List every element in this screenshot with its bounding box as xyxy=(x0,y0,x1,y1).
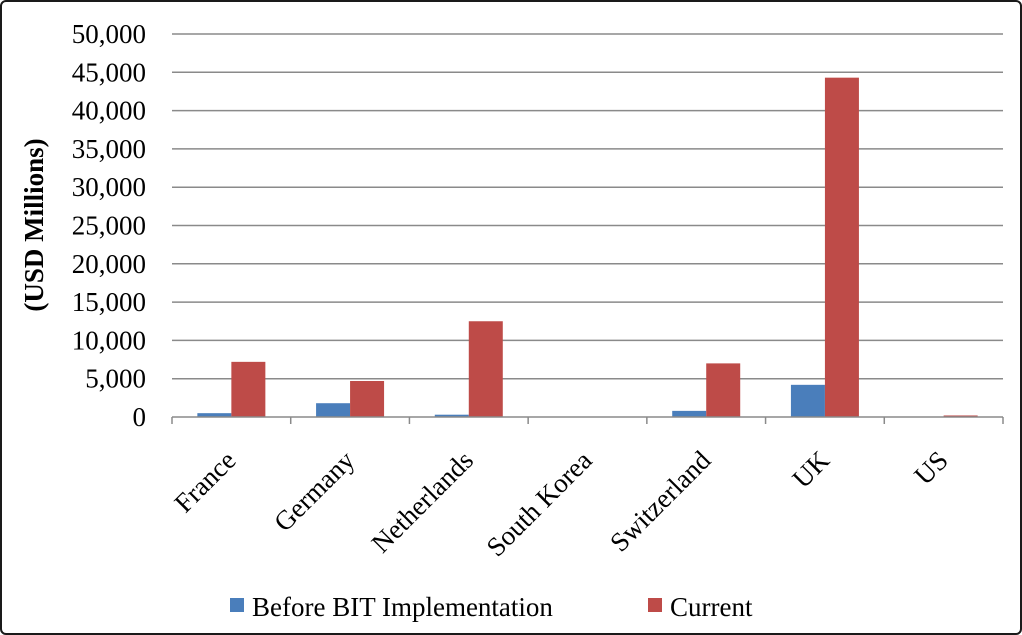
legend-swatch xyxy=(230,598,244,612)
y-tick-label: 30,000 xyxy=(72,172,146,202)
bar xyxy=(672,410,707,417)
bars xyxy=(197,77,978,418)
legend-swatch xyxy=(648,598,662,612)
legend: Before BIT Implementation Current xyxy=(230,592,753,622)
y-tick-label: 25,000 xyxy=(72,211,146,241)
x-tick-label: Germany xyxy=(268,445,361,538)
y-tick-label: 20,000 xyxy=(72,249,146,279)
bar xyxy=(197,413,232,417)
y-tick-label: 10,000 xyxy=(72,325,146,355)
bar xyxy=(790,384,825,417)
legend-label: Current xyxy=(670,592,753,622)
x-tick-label: Switzerland xyxy=(604,445,717,558)
y-tick-label: 15,000 xyxy=(72,287,146,317)
x-tick-label: Netherlands xyxy=(366,445,479,558)
y-tick-label: 0 xyxy=(133,402,147,432)
bar xyxy=(824,77,859,418)
x-tick-label: US xyxy=(908,445,954,491)
gridlines xyxy=(172,33,1003,380)
bar xyxy=(316,403,351,417)
legend-label: Before BIT Implementation xyxy=(252,592,553,622)
bar xyxy=(231,361,266,417)
y-axis-title: (USD Millions) xyxy=(19,138,49,311)
bar xyxy=(434,414,469,417)
x-tick-label: South Korea xyxy=(481,445,598,562)
bar xyxy=(706,363,741,417)
y-tick-label: 45,000 xyxy=(72,57,146,87)
axes: 0 5,000 10,000 15,000 20,000 25,000 30,000 35,0… xyxy=(72,19,1004,562)
bar xyxy=(350,380,385,417)
x-tick-label: France xyxy=(168,445,241,518)
y-tick-label: 35,000 xyxy=(72,134,146,164)
y-tick-label: 5,000 xyxy=(85,364,146,394)
x-tick-label: UK xyxy=(786,445,835,494)
bar xyxy=(943,415,978,417)
y-tick-label: 50,000 xyxy=(72,19,146,49)
bar xyxy=(468,321,503,417)
y-tick-label: 40,000 xyxy=(72,96,146,126)
